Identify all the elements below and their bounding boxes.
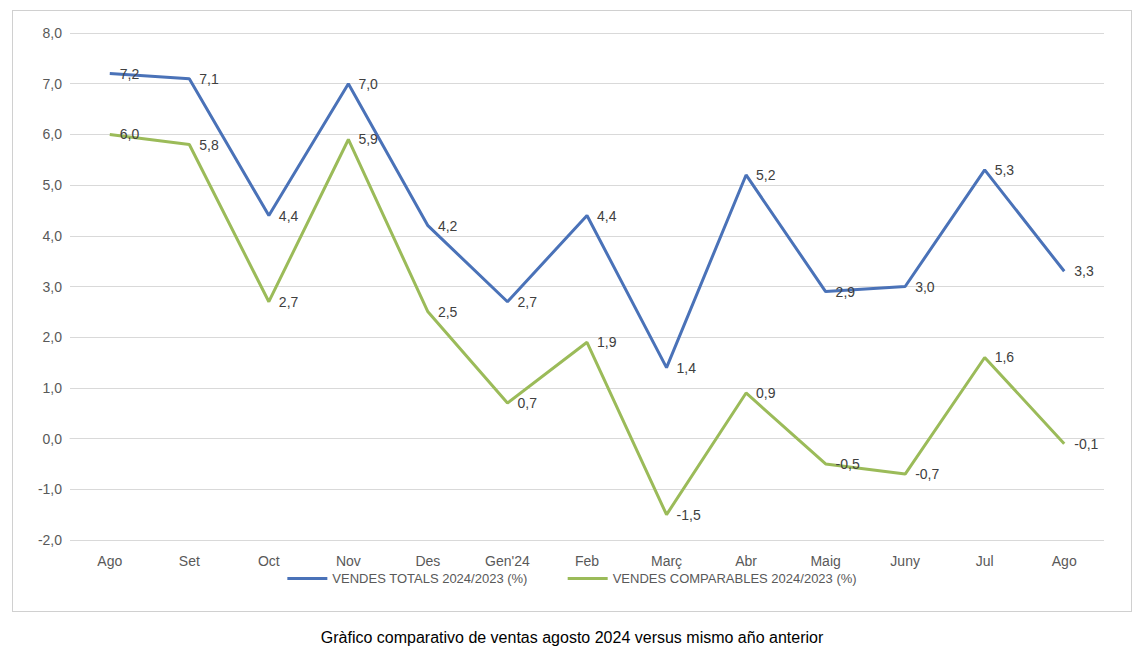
svg-text:Juny: Juny	[890, 553, 920, 569]
svg-text:Des: Des	[415, 553, 440, 569]
svg-text:0,7: 0,7	[517, 395, 537, 411]
svg-text:2,9: 2,9	[836, 284, 856, 300]
svg-text:2,5: 2,5	[438, 304, 458, 320]
svg-text:-1,5: -1,5	[677, 507, 701, 523]
svg-text:7,1: 7,1	[199, 71, 219, 87]
svg-text:Ago: Ago	[97, 553, 122, 569]
svg-text:VENDES COMPARABLES 2024/2023 (: VENDES COMPARABLES 2024/2023 (%)	[613, 571, 857, 586]
svg-text:1,6: 1,6	[995, 349, 1015, 365]
svg-text:5,2: 5,2	[756, 167, 776, 183]
svg-text:VENDES TOTALS 2024/2023 (%): VENDES TOTALS 2024/2023 (%)	[332, 571, 527, 586]
svg-text:Abr: Abr	[735, 553, 757, 569]
svg-text:2,7: 2,7	[517, 294, 537, 310]
svg-text:-2,0: -2,0	[38, 532, 62, 548]
svg-text:8,0: 8,0	[43, 25, 63, 41]
svg-text:-1,0: -1,0	[38, 481, 62, 497]
svg-text:3,3: 3,3	[1074, 263, 1094, 279]
svg-text:0,0: 0,0	[43, 431, 63, 447]
svg-text:2,0: 2,0	[43, 329, 63, 345]
svg-text:6,0: 6,0	[43, 126, 63, 142]
svg-text:1,0: 1,0	[43, 380, 63, 396]
svg-text:1,9: 1,9	[597, 334, 617, 350]
svg-text:Gen'24: Gen'24	[485, 553, 530, 569]
svg-text:2,7: 2,7	[279, 294, 299, 310]
svg-text:Març: Març	[651, 553, 682, 569]
svg-text:5,9: 5,9	[358, 131, 378, 147]
svg-text:4,4: 4,4	[279, 208, 299, 224]
svg-text:5,8: 5,8	[199, 137, 219, 153]
svg-text:7,2: 7,2	[120, 66, 140, 82]
svg-text:-0,5: -0,5	[836, 456, 860, 472]
svg-text:Nov: Nov	[336, 553, 361, 569]
svg-text:3,0: 3,0	[43, 279, 63, 295]
svg-text:5,3: 5,3	[995, 162, 1015, 178]
svg-text:3,0: 3,0	[915, 279, 935, 295]
svg-text:5,0: 5,0	[43, 177, 63, 193]
svg-text:4,0: 4,0	[43, 228, 63, 244]
svg-text:0,9: 0,9	[756, 385, 776, 401]
svg-text:Gràfico comparativo de ventas: Gràfico comparativo de ventas agosto 202…	[321, 629, 824, 646]
svg-text:4,4: 4,4	[597, 208, 617, 224]
svg-text:Ago: Ago	[1052, 553, 1077, 569]
svg-text:7,0: 7,0	[358, 76, 378, 92]
svg-text:7,0: 7,0	[43, 76, 63, 92]
svg-text:4,2: 4,2	[438, 218, 458, 234]
svg-text:-0,1: -0,1	[1074, 436, 1098, 452]
svg-text:-0,7: -0,7	[915, 466, 939, 482]
svg-text:1,4: 1,4	[677, 360, 697, 376]
svg-text:Set: Set	[179, 553, 200, 569]
svg-text:Jul: Jul	[976, 553, 994, 569]
svg-text:Maig: Maig	[810, 553, 840, 569]
svg-text:6,0: 6,0	[120, 126, 140, 142]
svg-text:Oct: Oct	[258, 553, 280, 569]
svg-text:Feb: Feb	[575, 553, 599, 569]
